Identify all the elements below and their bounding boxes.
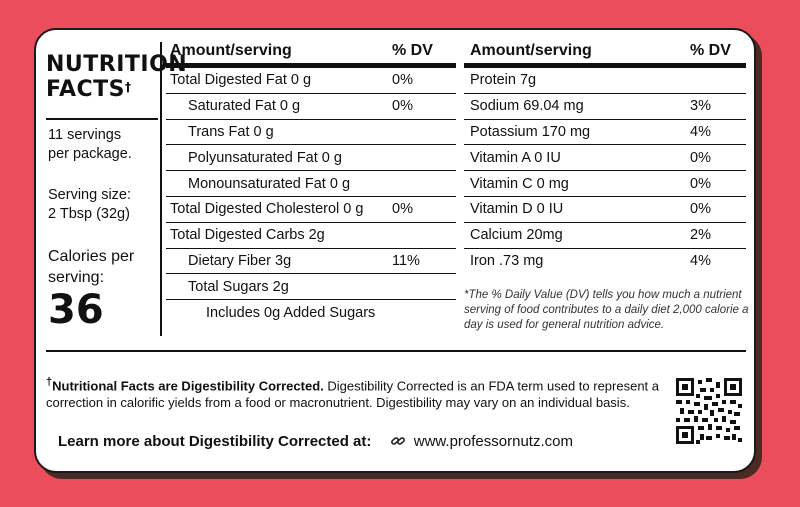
table-row: Total Digested Cholesterol 0 g 0% bbox=[166, 197, 456, 223]
digestibility-note: †Nutritional Facts are Digestibility Cor… bbox=[46, 376, 660, 411]
servings-per-package: 11 servings per package. bbox=[48, 127, 132, 162]
serving-size: Serving size: 2 Tbsp (32g) bbox=[48, 187, 132, 222]
table-row: Total Digested Carbs 2g bbox=[166, 223, 456, 249]
table-row: Sodium 69.04 mg 3% bbox=[464, 94, 746, 120]
website-link[interactable]: www.professornutz.com bbox=[413, 433, 573, 450]
table-row: Protein 7g bbox=[464, 68, 746, 94]
nutrient-table-right: Amount/serving % DV Protein 7g Sodium 69… bbox=[464, 38, 746, 274]
table-row: Saturated Fat 0 g 0% bbox=[166, 94, 456, 120]
link-icon bbox=[390, 433, 406, 453]
table-row: Polyunsaturated Fat 0 g bbox=[166, 145, 456, 172]
calories-label: Calories per serving: bbox=[48, 248, 135, 286]
table-row: Trans Fat 0 g bbox=[166, 120, 456, 146]
table-row: Includes 0g Added Sugars bbox=[206, 305, 376, 322]
nutrient-table-left: Amount/serving % DV Total Digested Fat 0… bbox=[166, 38, 456, 326]
calories-value: 36 bbox=[48, 287, 104, 333]
table-row: Potassium 170 mg 4% bbox=[464, 120, 746, 146]
table-row: Calcium 20mg 2% bbox=[464, 223, 746, 249]
table-row: Total Sugars 2g bbox=[166, 274, 456, 301]
table-row: Monounsaturated Fat 0 g bbox=[166, 171, 456, 197]
qr-code-icon[interactable] bbox=[676, 378, 742, 444]
table-header: Amount/serving % DV bbox=[464, 38, 746, 68]
vertical-divider bbox=[160, 42, 162, 336]
nutrition-label: NUTRITION FACTS† 11 servings per package… bbox=[34, 28, 756, 473]
table-row: Iron .73 mg 4% bbox=[470, 253, 711, 270]
table-header: Amount/serving % DV bbox=[166, 38, 456, 68]
title-rule bbox=[46, 118, 158, 120]
table-row: Total Digested Fat 0 g 0% bbox=[166, 68, 456, 94]
table-row: Vitamin A 0 IU 0% bbox=[464, 145, 746, 172]
table-row: Vitamin D 0 IU 0% bbox=[464, 197, 746, 223]
table-row: Vitamin C 0 mg 0% bbox=[464, 171, 746, 197]
learn-more: Learn more about Digestibility Corrected… bbox=[58, 433, 573, 453]
table-row: Dietary Fiber 3g 11% bbox=[166, 249, 456, 275]
nutrition-facts-title: NUTRITION FACTS† bbox=[46, 52, 188, 102]
bottom-rule bbox=[46, 350, 746, 352]
daily-value-footnote: *The % Daily Value (DV) tells you how mu… bbox=[464, 289, 749, 331]
